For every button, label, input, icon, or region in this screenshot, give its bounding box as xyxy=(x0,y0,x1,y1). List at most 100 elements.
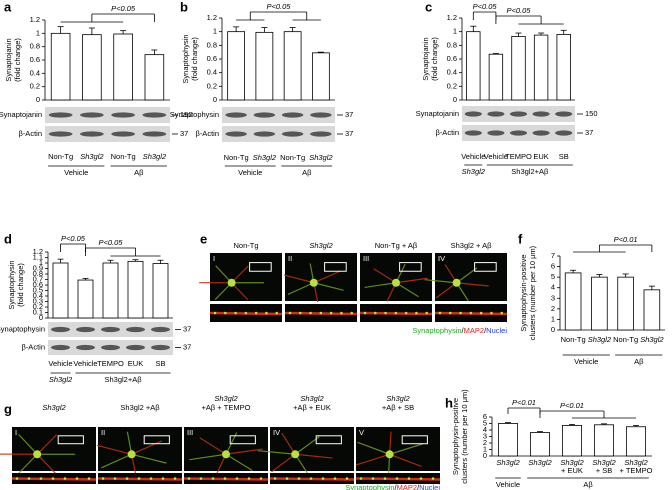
annotation: P<0.05 xyxy=(473,2,498,11)
bar xyxy=(102,262,119,319)
x-tick-label: + TEMPO xyxy=(620,466,653,475)
zoom-puncta xyxy=(309,311,312,315)
y-axis-label: (fold change) xyxy=(13,38,22,82)
zoom-puncta xyxy=(500,311,504,315)
zoom-puncta xyxy=(87,477,91,480)
y-tick-label: 0.5 xyxy=(33,285,43,294)
zoom-puncta xyxy=(359,477,363,480)
error-bar xyxy=(132,259,139,262)
bar xyxy=(511,36,526,101)
blot-band xyxy=(80,131,104,137)
image-label: Sh3gl2 xyxy=(309,241,333,250)
error-bar xyxy=(82,277,89,281)
y-tick-label: 0.6 xyxy=(207,54,217,63)
y-tick-label: 0 xyxy=(453,95,457,104)
blot-band xyxy=(487,111,505,117)
dendrite xyxy=(389,453,422,468)
soma xyxy=(33,450,42,459)
zoom-puncta xyxy=(234,311,237,315)
y-tick-label: 0.2 xyxy=(30,82,40,91)
blot-band xyxy=(48,112,73,118)
group-label: Aβ xyxy=(302,168,312,177)
blot-band xyxy=(310,131,332,137)
error-bar xyxy=(505,422,511,424)
dendrite xyxy=(36,453,57,475)
blot-label: Synaptophysin xyxy=(0,324,45,333)
zoom-puncta xyxy=(345,477,349,480)
y-tick-label: 0.2 xyxy=(447,81,457,90)
soma xyxy=(127,450,136,459)
panel-letter: b xyxy=(180,0,188,14)
dendrite xyxy=(356,453,390,466)
y-tick-label: 0.2 xyxy=(207,81,217,90)
soma xyxy=(452,278,461,287)
error-bar xyxy=(538,32,545,36)
zoom-puncta xyxy=(161,477,165,480)
y-tick-label: 0 xyxy=(551,325,555,334)
group-label: Vehicle xyxy=(496,480,520,489)
zoom-puncta xyxy=(137,477,141,480)
x-tick-label: EUK xyxy=(128,359,143,368)
error-bar xyxy=(560,29,567,35)
y-tick-label: 1 xyxy=(483,444,487,453)
bar xyxy=(113,33,133,101)
y-tick-label: 5 xyxy=(483,418,487,427)
x-tick-label: Non-Tg xyxy=(280,153,305,162)
error-bar xyxy=(57,26,64,34)
zoom-puncta xyxy=(394,311,398,315)
image-numeral: IV xyxy=(438,254,445,263)
group-label: Aβ xyxy=(134,168,144,177)
image-legend: Synaptophysin/MAP2/Nuclei xyxy=(345,483,440,490)
zoom-puncta xyxy=(407,477,411,480)
blot-label: Synaptophysin xyxy=(170,110,219,119)
blot-band xyxy=(532,111,550,117)
y-tick-label: 1 xyxy=(453,27,457,36)
bar xyxy=(50,32,71,101)
y-tick-label: 0.9 xyxy=(33,263,43,272)
blot-band xyxy=(509,130,528,136)
bar xyxy=(466,31,481,101)
roi-box xyxy=(249,262,272,272)
zoom-puncta xyxy=(259,477,263,480)
blot-label: β-Actin xyxy=(196,129,220,138)
dendrite xyxy=(131,440,163,455)
bar xyxy=(594,424,615,457)
x-tick-label: Vehicle xyxy=(48,359,72,368)
y-axis-label: Synaptophysin xyxy=(7,260,16,309)
error-bar xyxy=(633,425,639,427)
zoom-puncta xyxy=(223,477,227,480)
legend-part: / xyxy=(484,326,487,335)
blot-band xyxy=(111,112,135,118)
y-tick-label: 0 xyxy=(36,95,40,104)
zoom-puncta xyxy=(244,311,248,315)
blot-label: Synaptojanin xyxy=(0,110,42,119)
image-label: +Aβ + SB xyxy=(382,403,414,412)
blot-marker: 150 xyxy=(585,109,598,118)
zoom-puncta xyxy=(490,311,493,315)
y-tick-label: 1 xyxy=(36,28,40,37)
blot-band xyxy=(310,112,332,118)
y-tick-label: 0 xyxy=(483,451,487,460)
blot-band xyxy=(281,131,304,137)
zoom-puncta xyxy=(149,477,153,480)
blot-label: Synaptojanin xyxy=(416,109,459,118)
dendrite xyxy=(373,268,397,284)
blot-band xyxy=(142,112,167,118)
soma xyxy=(227,278,236,287)
dendrite xyxy=(357,441,390,455)
error-bar xyxy=(492,53,499,55)
error-bar xyxy=(648,285,655,290)
zoom-puncta xyxy=(395,477,399,480)
dendrite xyxy=(96,444,132,455)
dendrite xyxy=(395,277,428,284)
error-bar xyxy=(601,423,607,425)
dendrite xyxy=(424,279,457,284)
zoom-puncta xyxy=(309,477,313,480)
image-label: Sh3gl2 xyxy=(214,394,238,403)
bar xyxy=(255,31,274,101)
dendrite xyxy=(294,453,310,476)
group-label: Sh3gl2 xyxy=(462,167,486,176)
zoom-puncta xyxy=(223,311,227,315)
bar xyxy=(227,31,245,101)
zoom-puncta xyxy=(479,311,483,315)
